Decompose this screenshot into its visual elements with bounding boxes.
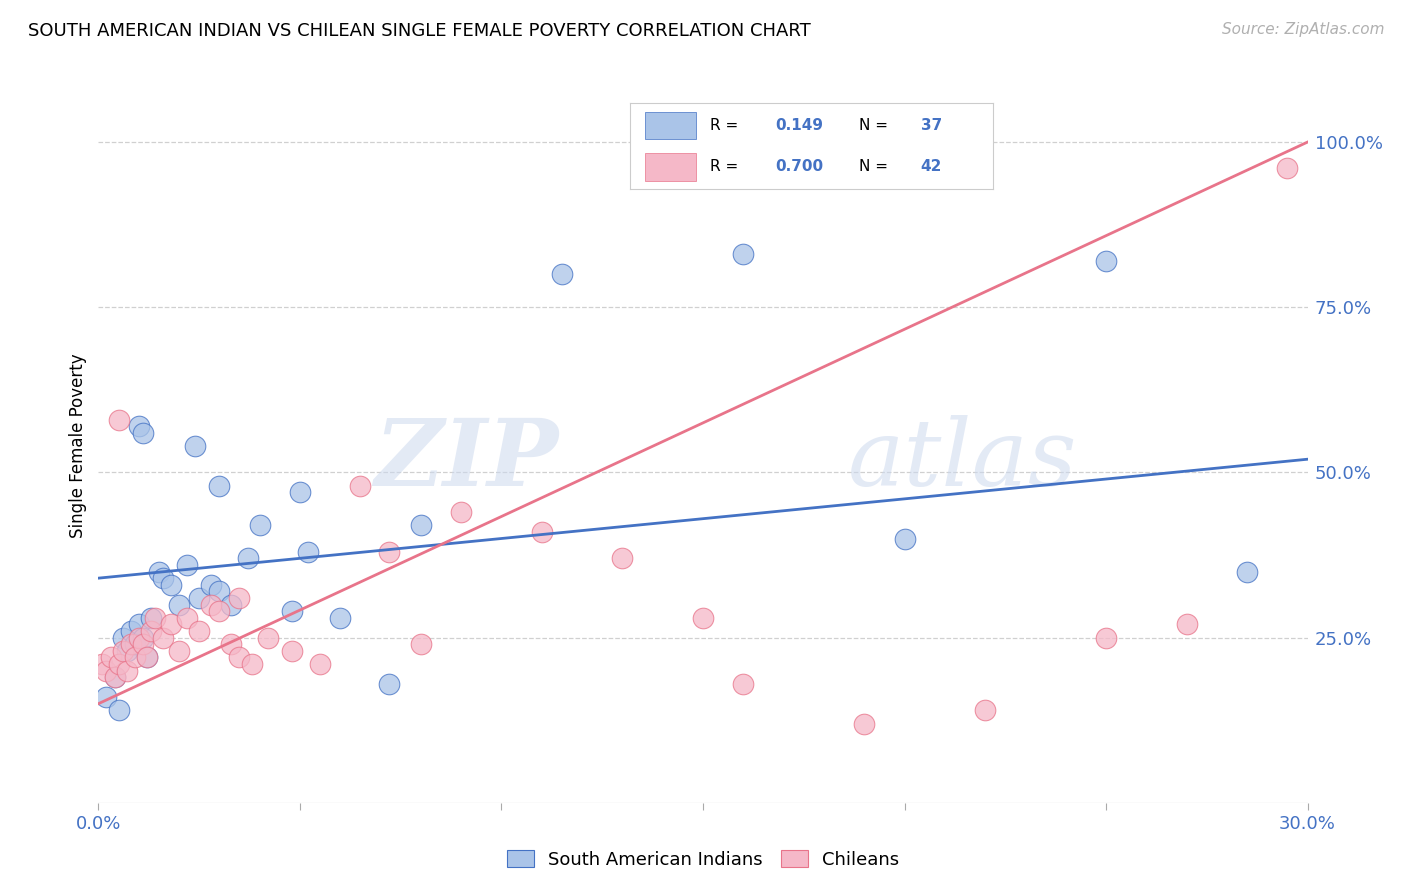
- Point: [167, 644, 190, 658]
- Point: [228, 650, 250, 665]
- Point: [128, 419, 150, 434]
- Point: [152, 571, 174, 585]
- Point: [188, 624, 211, 638]
- Point: [103, 670, 125, 684]
- Point: [120, 637, 142, 651]
- Point: [1095, 254, 1118, 268]
- Point: [160, 578, 183, 592]
- Point: [148, 565, 170, 579]
- Point: [135, 650, 157, 665]
- Point: [132, 425, 155, 440]
- Point: [733, 677, 755, 691]
- Point: [188, 591, 211, 605]
- Point: [1277, 161, 1299, 176]
- Point: [281, 604, 304, 618]
- Point: [115, 644, 138, 658]
- Point: [288, 485, 311, 500]
- Point: [132, 637, 155, 651]
- Point: [1236, 565, 1258, 579]
- Point: [221, 598, 243, 612]
- Point: [115, 664, 138, 678]
- Point: [377, 677, 399, 691]
- Point: [184, 439, 207, 453]
- Point: [450, 505, 472, 519]
- Point: [249, 518, 271, 533]
- Point: [139, 611, 162, 625]
- Text: SOUTH AMERICAN INDIAN VS CHILEAN SINGLE FEMALE POVERTY CORRELATION CHART: SOUTH AMERICAN INDIAN VS CHILEAN SINGLE …: [28, 22, 811, 40]
- Point: [91, 657, 114, 671]
- Point: [329, 611, 352, 625]
- Point: [128, 631, 150, 645]
- Point: [107, 412, 129, 426]
- Point: [236, 551, 259, 566]
- Point: [107, 703, 129, 717]
- Point: [530, 524, 553, 539]
- Point: [100, 650, 122, 665]
- Point: [692, 611, 714, 625]
- Point: [111, 631, 134, 645]
- Point: [120, 624, 142, 638]
- Point: [281, 644, 304, 658]
- Point: [349, 478, 371, 492]
- Point: [107, 657, 129, 671]
- Point: [176, 611, 198, 625]
- Point: [160, 617, 183, 632]
- Point: [208, 584, 231, 599]
- Text: Source: ZipAtlas.com: Source: ZipAtlas.com: [1222, 22, 1385, 37]
- Point: [132, 631, 155, 645]
- Point: [208, 478, 231, 492]
- Point: [409, 518, 432, 533]
- Point: [124, 637, 146, 651]
- Point: [128, 617, 150, 632]
- Point: [240, 657, 263, 671]
- Point: [974, 703, 997, 717]
- Y-axis label: Single Female Poverty: Single Female Poverty: [69, 354, 87, 538]
- Point: [612, 551, 634, 566]
- Point: [152, 631, 174, 645]
- Point: [1175, 617, 1198, 632]
- Point: [139, 624, 162, 638]
- Point: [200, 578, 222, 592]
- Point: [124, 650, 146, 665]
- Text: atlas: atlas: [848, 416, 1077, 505]
- Point: [221, 637, 243, 651]
- Text: ZIP: ZIP: [374, 416, 558, 505]
- Legend: South American Indians, Chileans: South American Indians, Chileans: [499, 843, 907, 876]
- Point: [103, 670, 125, 684]
- Point: [409, 637, 432, 651]
- Point: [853, 716, 876, 731]
- Point: [893, 532, 915, 546]
- Point: [309, 657, 332, 671]
- Point: [167, 598, 190, 612]
- Point: [143, 611, 166, 625]
- Point: [96, 690, 118, 704]
- Point: [111, 644, 134, 658]
- Point: [377, 545, 399, 559]
- Point: [551, 267, 574, 281]
- Point: [200, 598, 222, 612]
- Point: [176, 558, 198, 572]
- Point: [1095, 631, 1118, 645]
- Point: [256, 631, 278, 645]
- Point: [208, 604, 231, 618]
- Point: [135, 650, 157, 665]
- Point: [297, 545, 319, 559]
- Point: [228, 591, 250, 605]
- Point: [96, 664, 118, 678]
- Point: [733, 247, 755, 261]
